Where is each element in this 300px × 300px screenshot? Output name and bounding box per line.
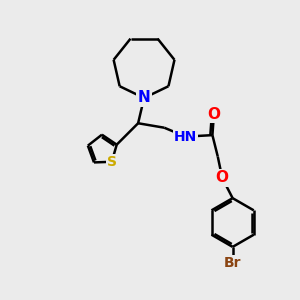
Text: HN: HN [174,130,197,144]
Text: Br: Br [224,256,242,270]
Text: O: O [207,107,220,122]
Text: O: O [216,170,229,185]
Text: S: S [107,155,117,169]
Text: N: N [138,91,150,106]
